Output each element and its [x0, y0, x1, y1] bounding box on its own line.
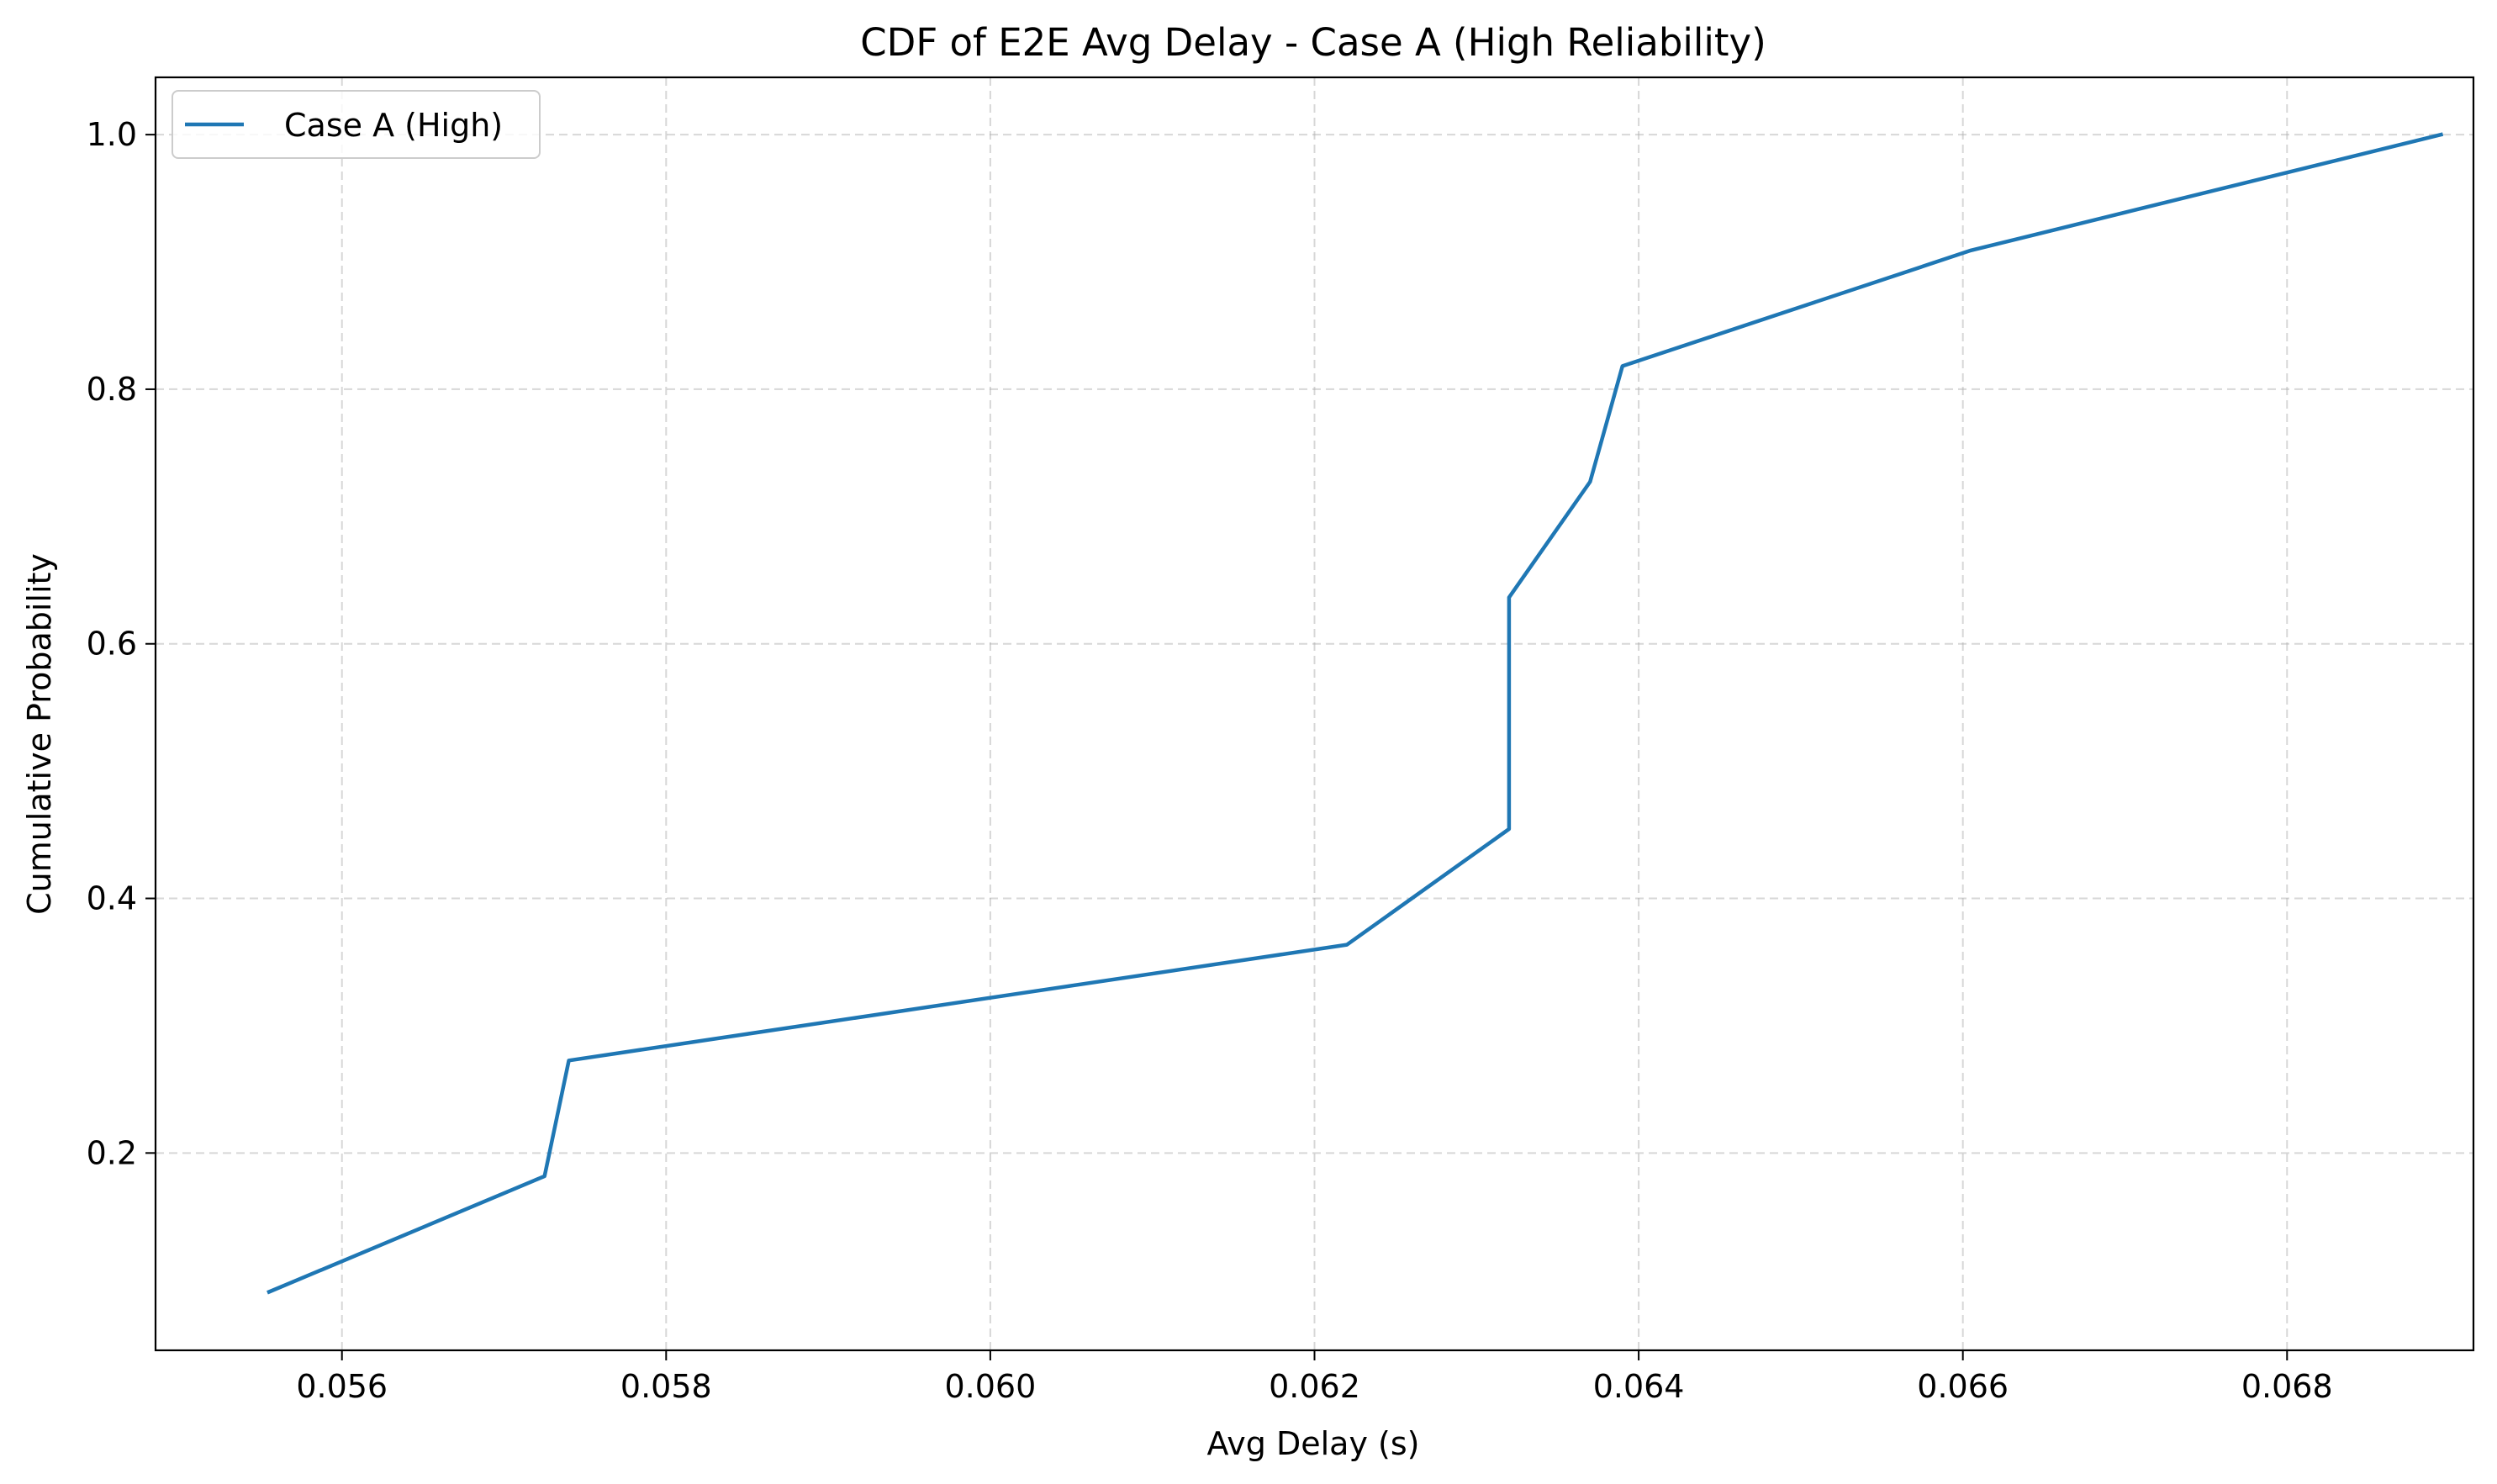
x-tick-label: 0.060: [945, 1368, 1037, 1405]
series-line-case-a: [267, 132, 2444, 1295]
y-tick-label: 0.2: [87, 1134, 137, 1171]
x-tick-label: 0.068: [2241, 1368, 2333, 1405]
x-tick-label: 0.058: [620, 1368, 712, 1405]
axes-layer: 0.056 0.058 0.060 0.062 0.064 0.066 0.068 0.2 0.…: [87, 76, 2475, 1405]
y-axis-label: Cumulative Probability: [21, 553, 58, 915]
legend-box: [172, 90, 541, 159]
series-layer: [267, 132, 2444, 1295]
x-tick-label: 0.066: [1917, 1368, 2009, 1405]
y-tick-label: 0.6: [87, 626, 137, 663]
legend: Case A (High): [172, 90, 541, 159]
y-tick-label: 0.4: [87, 880, 137, 917]
x-tick-label: 0.062: [1269, 1368, 1360, 1405]
x-tick-label: 0.064: [1593, 1368, 1685, 1405]
y-tick-label: 1.0: [87, 116, 137, 153]
x-axis-label: Avg Delay (s): [1207, 1425, 1420, 1462]
chart-title: CDF of E2E Avg Delay - Case A (High Reli…: [860, 20, 1766, 65]
grid-layer: [156, 77, 2473, 1350]
y-tick-label: 0.8: [87, 371, 137, 408]
plot-frame: [154, 76, 2475, 1352]
legend-label: Case A (High): [284, 107, 503, 144]
x-tick-label: 0.056: [296, 1368, 388, 1405]
